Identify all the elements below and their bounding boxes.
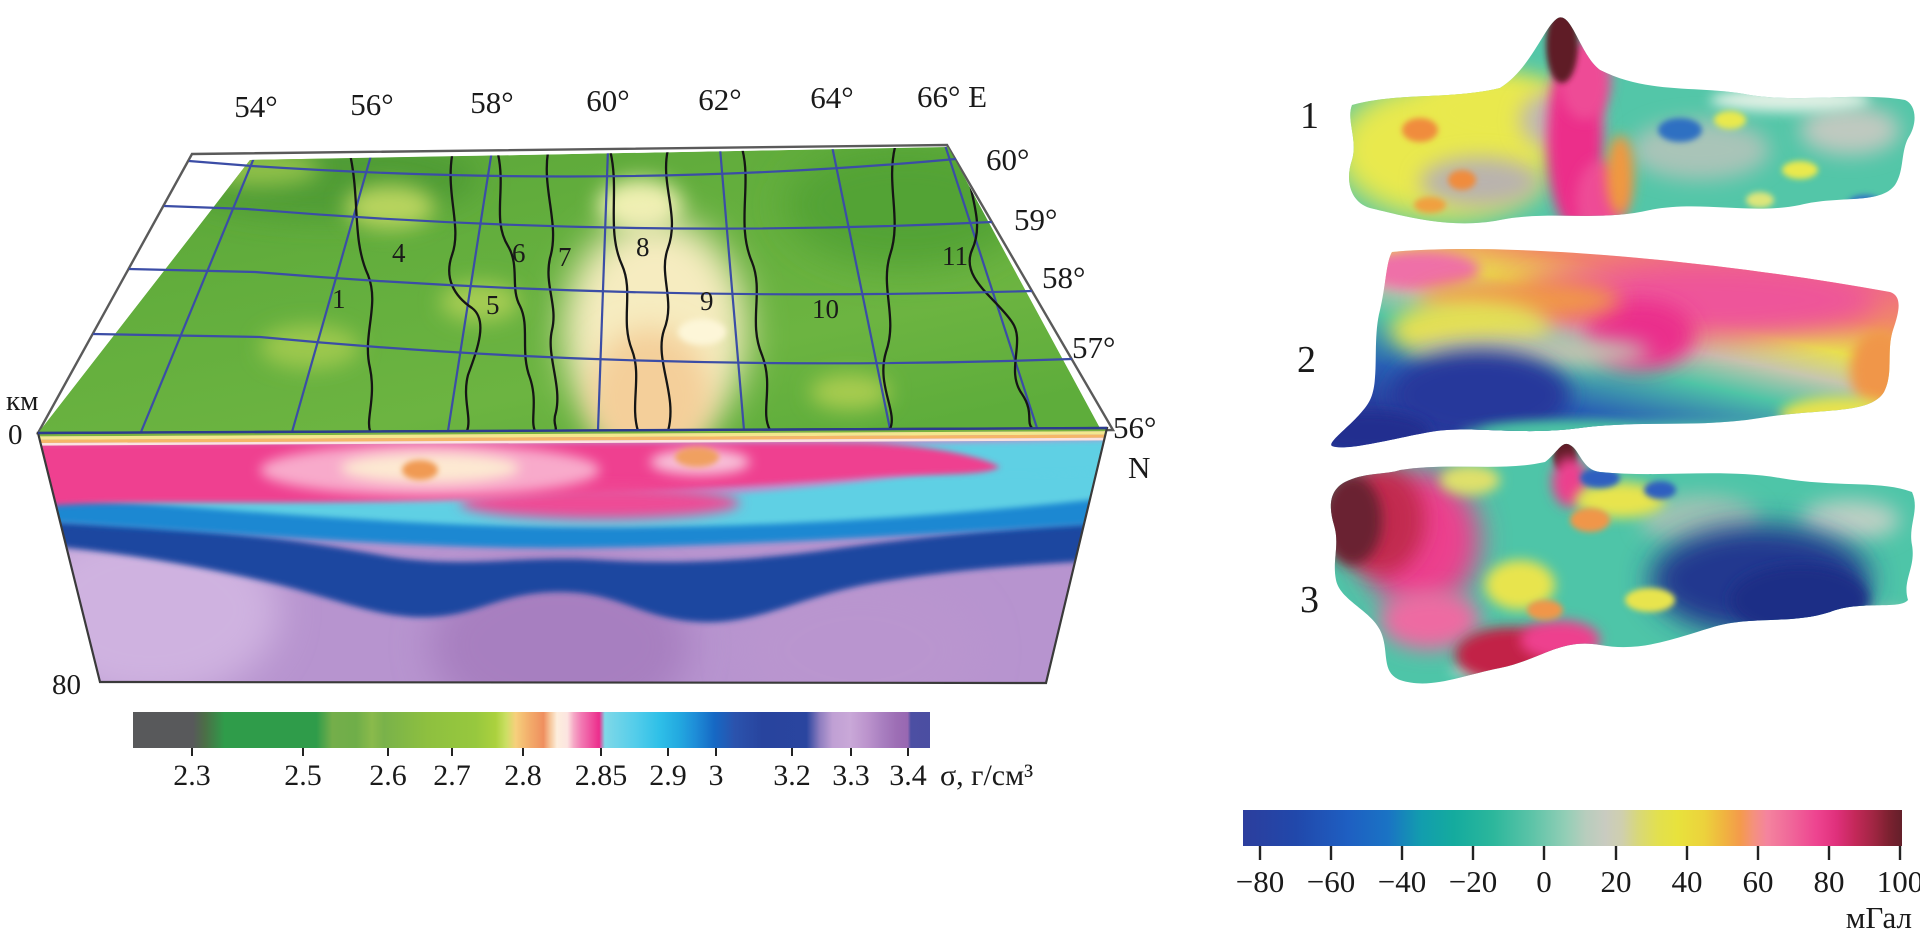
longitude-axis: 54° 56° 58° 60° 62° 64° 66° E <box>234 79 987 124</box>
lat-tick-label: 56° <box>1113 410 1156 445</box>
map-surface <box>38 147 1100 433</box>
lat-tick-label: 60° <box>986 142 1029 177</box>
latitude-grid <box>92 157 1073 365</box>
lon-tick-label: 62° <box>698 82 741 117</box>
zone-label: 4 <box>392 238 406 268</box>
gravity-surface-2 <box>1331 249 1899 448</box>
density-colorbar: 2.3 2.5 2.6 2.7 2.8 2.85 2.9 3 3.2 3.3 3… <box>133 712 1033 792</box>
density-colorbar-tick: 2.6 <box>369 759 407 792</box>
density-colorbar-tick: 2.85 <box>575 759 628 792</box>
density-colorbar-tick: 2.3 <box>173 759 211 792</box>
density-block-panel: 1 4 5 6 7 8 9 10 11 <box>6 79 1156 792</box>
lon-tick-label: 54° <box>234 89 277 124</box>
gravity-colorbar-tick: 80 <box>1814 864 1845 899</box>
front-edge-56-line <box>37 426 1108 435</box>
lon-tick-label: 60° <box>586 83 629 118</box>
lat-tick-label: 58° <box>1042 260 1085 295</box>
depth-bottom-label: 80 <box>52 669 81 701</box>
gravity-colorbar-tick: −80 <box>1236 864 1284 899</box>
gravity-surface-1 <box>1349 17 1915 224</box>
depth-top-label: 0 <box>8 419 23 451</box>
gravity-colorbar-tick: 40 <box>1672 864 1703 899</box>
density-colorbar-ticks-marks <box>191 748 909 756</box>
latitude-axis: 60° 59° 58° 57° 56° N <box>986 142 1156 485</box>
lon-tick-label: 66° E <box>917 79 987 114</box>
density-colorbar-tick: 3.2 <box>773 759 811 792</box>
lon-tick-label: 56° <box>350 87 393 122</box>
density-colorbar-tick: 2.7 <box>433 759 471 792</box>
density-colorbar-tick: 3 <box>709 759 724 792</box>
gravity-colorbar-tick: 20 <box>1601 864 1632 899</box>
zone-label: 5 <box>486 290 500 320</box>
density-colorbar-gradient <box>133 712 930 748</box>
depth-unit-label: км <box>6 385 38 417</box>
gravity-colorbar-unit: мГал <box>1846 900 1912 934</box>
zone-label: 8 <box>636 232 650 262</box>
gravity-colorbar: −80 −60 −40 −20 0 20 40 60 80 100 мГал <box>1236 810 1920 934</box>
zone-label: 1 <box>332 284 346 314</box>
meridian-grid <box>139 147 1039 433</box>
lon-tick-label: 64° <box>810 80 853 115</box>
depth-axis: км 0 80 <box>6 385 81 701</box>
cross-section-face <box>38 428 1107 683</box>
surface-label-1: 1 <box>1300 95 1319 137</box>
gravity-colorbar-tick-marks <box>1258 846 1902 860</box>
gravity-colorbar-tick: −20 <box>1449 864 1497 899</box>
density-colorbar-tick: 3.4 <box>889 759 927 792</box>
surface-label-3: 3 <box>1300 579 1319 621</box>
gravity-colorbar-tick: 60 <box>1743 864 1774 899</box>
gravity-surface-3 <box>1330 443 1915 684</box>
lat-tick-label: 59° <box>1014 202 1057 237</box>
density-colorbar-tick: 2.5 <box>284 759 322 792</box>
surface-labels: 1 2 3 <box>1297 95 1319 621</box>
gravity-colorbar-tick: −40 <box>1378 864 1426 899</box>
gravity-surfaces-panel: 1 2 3 −80 −60 −40 −20 0 20 40 60 <box>1236 17 1920 934</box>
zone-labels-group: 1 4 5 6 7 8 9 10 11 <box>332 232 968 324</box>
density-colorbar-tick: 3.3 <box>832 759 870 792</box>
gravity-colorbar-tick: 0 <box>1536 864 1552 899</box>
zone-label: 10 <box>812 294 839 324</box>
zone-label: 7 <box>558 242 572 272</box>
gravity-colorbar-tick: −60 <box>1307 864 1355 899</box>
gravity-colorbar-labels: −80 −60 −40 −20 0 20 40 60 80 100 <box>1236 864 1920 899</box>
zone-boundaries <box>348 147 1033 432</box>
density-colorbar-tick: 2.9 <box>649 759 687 792</box>
density-colorbar-labels: 2.3 2.5 2.6 2.7 2.8 2.85 2.9 3 3.2 3.3 3… <box>173 759 927 792</box>
lon-tick-label: 58° <box>470 85 513 120</box>
density-colorbar-tick: 2.8 <box>504 759 542 792</box>
density-colorbar-unit: σ, г/см³ <box>940 759 1033 792</box>
zone-label: 9 <box>700 286 714 316</box>
lat-tick-label: 57° <box>1072 330 1115 365</box>
zone-label: 11 <box>942 241 968 271</box>
north-axis-label: N <box>1128 450 1150 485</box>
gravity-colorbar-tick: 100 <box>1877 864 1920 899</box>
surface-label-2: 2 <box>1297 339 1316 381</box>
zone-label: 6 <box>512 238 526 268</box>
gravity-colorbar-gradient <box>1243 810 1902 846</box>
